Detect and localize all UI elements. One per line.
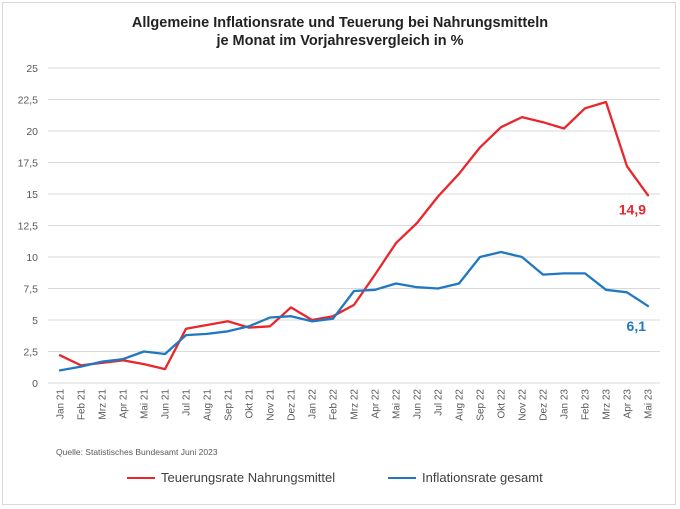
x-tick-label-5: Jun 21 (161, 389, 172, 419)
chart-title: Allgemeine Inflationsrate und Teuerung b… (0, 14, 680, 50)
x-tick-label-16: Mai 22 (392, 389, 403, 419)
x-tick-label-3: Apr 21 (119, 389, 130, 419)
x-tick-label-19: Aug 22 (455, 389, 466, 421)
source-note: Quelle: Statistisches Bundesamt Juni 202… (56, 447, 218, 457)
x-tick-label-15: Apr 22 (371, 389, 382, 419)
y-tick-label-7: 17,5 (18, 158, 39, 170)
chart-frame (2, 2, 676, 505)
gridlines (48, 67, 660, 384)
x-tick-label-6: Jul 21 (182, 389, 193, 416)
x-tick-label-1: Feb 21 (77, 389, 88, 421)
legend-item-inflation: Inflationsrate gesamt (388, 470, 543, 485)
y-tick-label-5: 12,5 (18, 221, 39, 233)
x-tick-label-23: Dez 22 (539, 389, 550, 421)
x-tick-label-4: Mai 21 (140, 389, 151, 419)
legend-label-inflation: Inflationsrate gesamt (422, 470, 543, 485)
x-tick-label-2: Mrz 21 (98, 389, 109, 420)
x-tick-label-18: Jul 22 (434, 389, 445, 416)
x-tick-label-24: Jan 23 (560, 389, 571, 419)
x-tick-label-27: Apr 23 (623, 389, 634, 419)
y-tick-label-3: 7,5 (23, 284, 38, 296)
x-tick-label-28: Mai 23 (644, 389, 655, 419)
x-tick-label-8: Sep 21 (224, 389, 235, 421)
x-tick-label-22: Nov 22 (518, 389, 529, 421)
y-tick-label-6: 15 (26, 189, 38, 201)
chart-title-line2: je Monat im Vorjahresvergleich in % (216, 33, 464, 49)
x-tick-label-13: Feb 22 (329, 389, 340, 421)
legend: Teuerungsrate Nahrungsmittel Inflationsr… (0, 470, 680, 490)
x-tick-label-26: Mrz 23 (602, 389, 613, 420)
x-tick-label-10: Nov 21 (266, 389, 277, 421)
y-axis: 0 2,5 5 7,5 10 12,5 15 17,5 20 22,5 25 (18, 63, 39, 390)
x-tick-label-7: Aug 21 (203, 389, 214, 421)
series-lines (58, 100, 650, 372)
legend-swatch-food (127, 476, 155, 479)
legend-label-food: Teuerungsrate Nahrungsmittel (161, 470, 336, 485)
x-tick-label-11: Dez 21 (287, 389, 298, 421)
legend-item-food: Teuerungsrate Nahrungsmittel (127, 470, 335, 485)
series-line-1 (58, 250, 650, 372)
x-axis: Jan 21 Feb 21 Mrz 21 Apr 21 Mai 21 Jun 21 Jul … (56, 389, 655, 421)
x-tick-label-12: Jan 22 (308, 389, 319, 419)
y-tick-label-10: 25 (26, 63, 38, 75)
x-tick-label-25: Feb 23 (581, 389, 592, 421)
chart-title-line1: Allgemeine Inflationsrate und Teuerung b… (131, 15, 549, 31)
y-tick-label-4: 10 (26, 252, 38, 264)
x-tick-label-0: Jan 21 (56, 389, 67, 419)
y-tick-label-9: 22,5 (18, 95, 39, 107)
y-tick-label-1: 2,5 (23, 347, 38, 359)
data-labels: 14,9 6,1 (619, 201, 646, 334)
end-label-0: 14,9 (619, 201, 646, 217)
x-tick-label-21: Okt 22 (497, 389, 508, 419)
x-tick-label-14: Mrz 22 (350, 389, 361, 420)
x-tick-label-17: Jun 22 (413, 389, 424, 419)
end-label-1: 6,1 (627, 318, 647, 334)
legend-swatch-inflation (388, 476, 416, 479)
y-tick-label-0: 0 (32, 378, 38, 390)
y-tick-label-2: 5 (32, 315, 38, 327)
series-line-0 (58, 100, 650, 371)
x-tick-label-20: Sep 22 (476, 389, 487, 421)
x-tick-label-9: Okt 21 (245, 389, 256, 419)
y-tick-label-8: 20 (26, 126, 38, 138)
